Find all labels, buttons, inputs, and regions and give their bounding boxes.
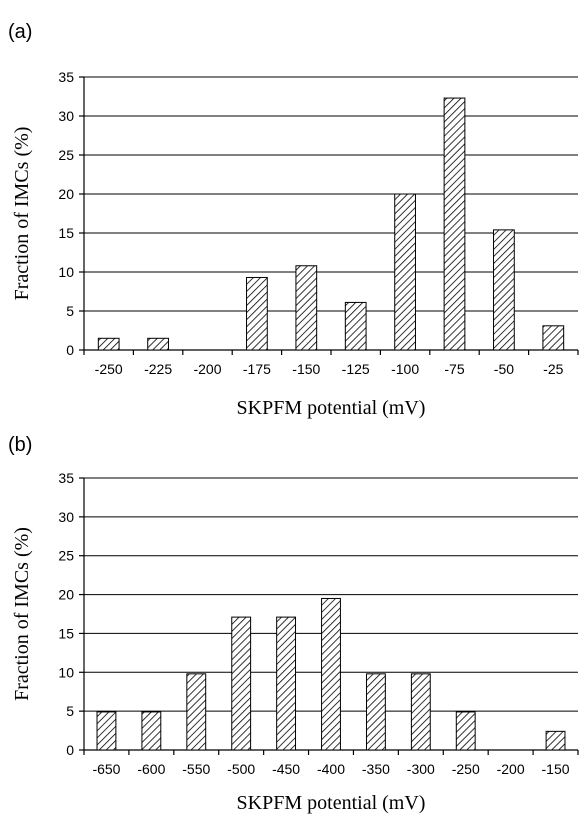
- x-tick-label: -125: [342, 361, 370, 377]
- x-tick-label: -225: [144, 361, 172, 377]
- bar: [186, 673, 207, 751]
- bar: [545, 730, 566, 751]
- y-tick-label: 30: [58, 509, 74, 525]
- x-tick-label: -150: [292, 361, 320, 377]
- bar: [493, 229, 515, 351]
- bar: [455, 711, 476, 751]
- x-tick-label: -650: [92, 761, 120, 777]
- bar: [295, 265, 318, 351]
- panel-label: (b): [8, 434, 32, 456]
- panel-label: (a): [8, 21, 32, 43]
- bar: [246, 276, 268, 351]
- y-tick-label: 10: [58, 664, 74, 680]
- bar: [97, 337, 120, 351]
- y-tick-label: 15: [58, 625, 74, 641]
- chart-panel-a: (a) 0 5 10 15 20 25 30 35 -250 -225 -200 -175 -150 -12…: [8, 21, 579, 419]
- x-tick-label: -175: [243, 361, 271, 377]
- y-tick-label: 20: [58, 587, 74, 603]
- y-tick-label: 35: [58, 69, 74, 85]
- bar: [410, 673, 431, 751]
- x-tick-label: -25: [543, 361, 563, 377]
- bar: [276, 616, 297, 751]
- bar: [365, 673, 386, 751]
- x-tick-label: -75: [444, 361, 464, 377]
- x-tick-label: -600: [137, 761, 165, 777]
- bar: [542, 325, 565, 351]
- x-tick-label: -500: [227, 761, 255, 777]
- bar: [321, 597, 341, 751]
- y-tick-label: 5: [66, 703, 74, 719]
- x-tick-label: -200: [497, 761, 525, 777]
- bar: [231, 616, 252, 751]
- x-tick-label: -150: [542, 761, 570, 777]
- bar: [147, 337, 169, 351]
- bar: [394, 193, 416, 351]
- x-tick-label: -350: [362, 761, 390, 777]
- y-tick-label: 20: [58, 186, 74, 202]
- chart-panel-b: (b) 0 5 10 15 20 25 30 35 -650 -600 -550 -500 -450 -40…: [8, 434, 579, 814]
- x-tick-label: -200: [193, 361, 221, 377]
- bar: [96, 711, 117, 751]
- bar: [443, 97, 466, 351]
- x-axis-title: SKPFM potential (mV): [237, 792, 426, 814]
- x-tick-label: -250: [452, 761, 480, 777]
- bar: [141, 711, 162, 751]
- y-tick-label: 10: [58, 264, 74, 280]
- x-tick-label: -50: [494, 361, 514, 377]
- y-axis-title: Fraction of IMCs (%): [11, 527, 33, 701]
- y-tick-label: 5: [66, 303, 74, 319]
- y-tick-label: 0: [66, 742, 74, 758]
- x-tick-label: -400: [317, 761, 345, 777]
- x-tick-label: -250: [95, 361, 123, 377]
- y-tick-label: 25: [58, 147, 74, 163]
- y-tick-label: 30: [58, 108, 74, 124]
- y-tick-label: 25: [58, 548, 74, 564]
- x-tick-label: -300: [407, 761, 435, 777]
- y-tick-label: 35: [58, 470, 74, 486]
- y-tick-label: 0: [66, 342, 74, 358]
- bar: [344, 301, 367, 351]
- y-tick-label: 15: [58, 225, 74, 241]
- x-tick-label: -450: [272, 761, 300, 777]
- x-tick-label: -100: [391, 361, 419, 377]
- x-tick-label: -550: [182, 761, 210, 777]
- x-axis-title: SKPFM potential (mV): [237, 397, 426, 419]
- y-axis-title: Fraction of IMCs (%): [11, 127, 33, 301]
